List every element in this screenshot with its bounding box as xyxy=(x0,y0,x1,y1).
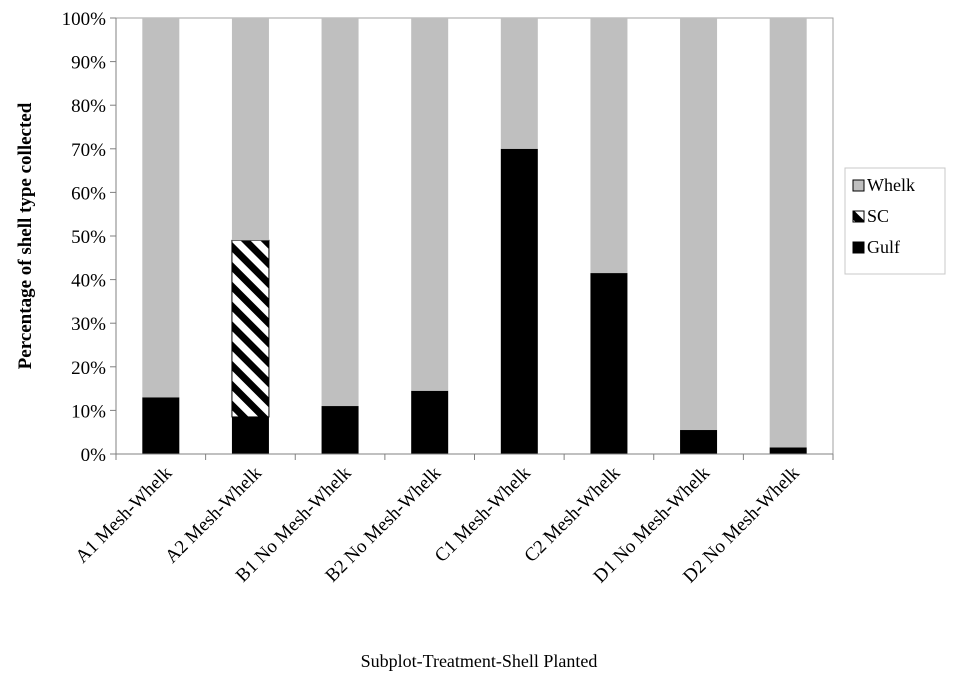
y-tick-label: 70% xyxy=(71,140,106,161)
x-tick-label: C2 Mesh-Whelk xyxy=(520,462,624,566)
bars xyxy=(142,18,807,455)
bar-sc-2 xyxy=(231,239,270,418)
bar-gulf-2 xyxy=(231,416,269,454)
bar-whelk-8 xyxy=(769,18,807,448)
plot-background xyxy=(115,17,834,455)
legend-swatch-gulf xyxy=(852,241,865,254)
bar-whelk-1 xyxy=(142,18,180,398)
x-axis-label: Subplot-Treatment-Shell Planted xyxy=(361,651,598,671)
bar-gulf-7 xyxy=(680,430,718,454)
bar-whelk-3 xyxy=(321,18,359,407)
y-tick-label: 20% xyxy=(71,358,106,379)
bar-gulf-1 xyxy=(142,397,180,454)
y-axis: 0% 10% 20% 30% 40% 50% 60% 70% 80% 90% 100% xyxy=(62,9,117,466)
bar-whelk-5 xyxy=(500,18,538,149)
plot-area xyxy=(115,17,834,455)
bar-whelk-6 xyxy=(590,18,628,274)
x-tick-label: C1 Mesh-Whelk xyxy=(431,462,535,566)
y-tick-label: 40% xyxy=(71,271,106,292)
y-tick-label: 100% xyxy=(62,9,107,30)
bar-gulf-3 xyxy=(321,406,359,454)
y-tick-label: 10% xyxy=(71,401,106,422)
legend-label-whelk: Whelk xyxy=(867,175,915,195)
bar-whelk-4 xyxy=(411,18,449,391)
y-tick-label: 30% xyxy=(71,314,106,335)
bar-gulf-4 xyxy=(411,390,449,454)
bar-gulf-5 xyxy=(500,148,538,455)
legend-swatch-whelk xyxy=(852,179,865,192)
bar-whelk-2 xyxy=(231,18,269,241)
y-tick-label: 90% xyxy=(71,53,106,74)
y-axis-label: Percentage of shell type collected xyxy=(15,102,36,369)
legend-swatch-sc xyxy=(852,210,865,223)
y-tick-label: 0% xyxy=(81,445,107,466)
legend-label-gulf: Gulf xyxy=(867,237,900,257)
bar-whelk-7 xyxy=(680,18,718,431)
bar-gulf-8 xyxy=(769,447,807,454)
legend: Whelk SC Gulf xyxy=(844,167,946,275)
y-tick-label: 50% xyxy=(71,227,106,248)
legend-label-sc: SC xyxy=(867,206,889,226)
bar-gulf-6 xyxy=(590,273,628,454)
y-tick-label: 80% xyxy=(71,96,106,117)
y-tick-label: 60% xyxy=(71,183,106,204)
